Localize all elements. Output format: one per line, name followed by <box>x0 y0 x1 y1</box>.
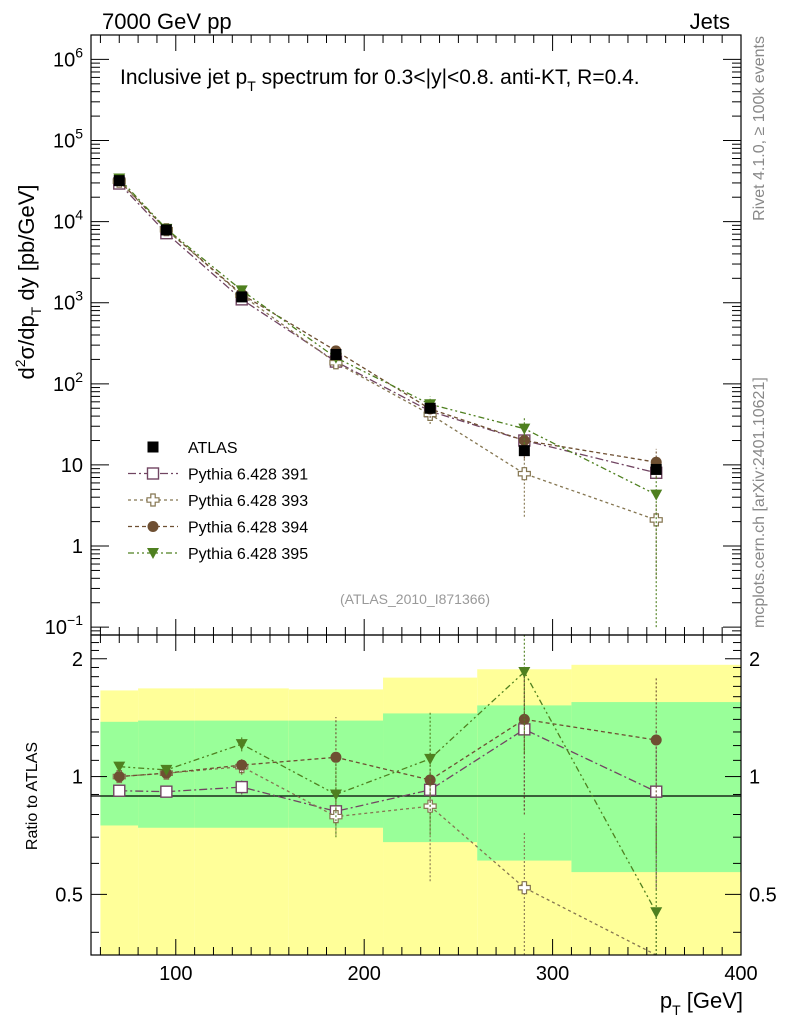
atlas-data-point <box>330 348 342 360</box>
ratio-y-tick-label-left: 2 <box>72 649 83 671</box>
ratio-point <box>650 734 662 746</box>
x-tick-label: 200 <box>348 963 381 985</box>
ratio-bands <box>100 664 741 955</box>
atlas-data-point <box>236 291 248 303</box>
side-label-top: Rivet 4.1.0, ≥ 100k events <box>751 36 768 221</box>
ratio-plot-frame <box>90 634 742 956</box>
ratio-y-tick-label-left: 1 <box>72 767 83 789</box>
x-axis-label: pT [GeV] <box>660 988 743 1018</box>
legend-item-atlas: ATLAS <box>147 440 238 457</box>
y-tick-label: 105 <box>53 126 83 153</box>
ratio-y-label: Ratio to ATLAS <box>24 742 41 850</box>
legend-item-p394: Pythia 6.428 394 <box>128 520 308 537</box>
plot-title: Inclusive jet pT spectrum for 0.3<|y|<0.… <box>120 66 640 94</box>
side-label-bottom: mcplots.cern.ch [arXiv:2401.10621] <box>751 377 768 628</box>
ratio-plot-series <box>112 635 663 956</box>
x-tick-label: 100 <box>159 963 192 985</box>
ratio-series-p395 <box>113 635 663 955</box>
legend-marker <box>147 521 159 532</box>
ratio-point <box>235 780 248 794</box>
ratio-point <box>650 907 663 919</box>
ratio-point <box>113 784 126 797</box>
ratio-point <box>113 771 125 783</box>
ratio-point <box>160 785 173 798</box>
atlas-data-point <box>113 175 125 187</box>
ratio-y-tick-label-right: 0.5 <box>749 884 777 906</box>
legend-item-p393: Pythia 6.428 393 <box>128 493 308 510</box>
series-atlas <box>113 175 662 475</box>
main-plot-series <box>112 173 663 628</box>
data-point <box>235 285 248 297</box>
ratio-point <box>424 753 437 765</box>
series-p393 <box>112 174 663 579</box>
y-tick-label: 10−1 <box>45 612 83 639</box>
series-line <box>118 180 657 463</box>
ratio-point <box>235 739 248 751</box>
ratio-point <box>160 764 173 776</box>
ratio-y-tick-label-right: 2 <box>749 649 760 671</box>
analysis-id: (ATLAS_2010_I871366) <box>340 591 490 607</box>
series-line <box>118 183 657 474</box>
ratio-point <box>113 761 126 773</box>
legend-label-atlas: ATLAS <box>188 440 238 457</box>
legend-marker <box>146 467 160 480</box>
y-tick-label: 102 <box>53 369 83 396</box>
data-point <box>518 423 531 435</box>
legend-marker-atlas <box>147 441 159 453</box>
header-left: 7000 GeV pp <box>102 9 232 34</box>
legend-marker <box>146 493 160 507</box>
legend: ATLAS Pythia 6.428 391 Pythia 6.428 393 Pyt… <box>128 440 308 563</box>
ratio-point <box>424 774 436 786</box>
x-tick-label: 400 <box>724 963 757 985</box>
legend-item-p395: Pythia 6.428 395 <box>128 546 308 563</box>
ratio-series-p394 <box>113 667 662 853</box>
atlas-data-point <box>518 445 530 457</box>
legend-label: Pythia 6.428 395 <box>188 546 308 563</box>
legend-item-p391: Pythia 6.428 391 <box>128 467 308 484</box>
y-tick-label: 10 <box>61 455 83 477</box>
data-point <box>517 467 531 481</box>
data-point <box>649 513 663 527</box>
legend-label: Pythia 6.428 391 <box>188 467 308 484</box>
atlas-data-point <box>424 402 436 414</box>
main-plot-frame <box>90 34 742 636</box>
atlas-data-point <box>160 224 172 236</box>
legend-label: Pythia 6.428 394 <box>188 520 308 537</box>
legend-label: Pythia 6.428 393 <box>188 493 308 510</box>
y-tick-label: 1 <box>72 536 83 558</box>
ratio-y-tick-label-left: 0.5 <box>55 884 83 906</box>
header-right: Jets <box>690 9 730 34</box>
ratio-y-tick-label-right: 1 <box>749 767 760 789</box>
ratio-point <box>330 751 342 763</box>
legend-marker <box>147 548 159 559</box>
ratio-point <box>517 881 531 895</box>
series-p394 <box>113 175 662 478</box>
y-tick-label: 104 <box>53 207 83 234</box>
y-tick-label: 103 <box>53 288 83 315</box>
x-tick-label: 300 <box>536 963 569 985</box>
ratio-point <box>518 667 531 679</box>
atlas-data-point <box>650 463 662 475</box>
data-point <box>518 435 530 447</box>
data-point <box>650 489 663 501</box>
y-tick-label: 106 <box>53 44 83 71</box>
main-y-label: d2σ/dpT dy [pb/GeV] <box>12 184 44 379</box>
series-p391 <box>113 177 663 479</box>
ratio-point <box>236 759 248 771</box>
ratio-point <box>329 789 342 801</box>
